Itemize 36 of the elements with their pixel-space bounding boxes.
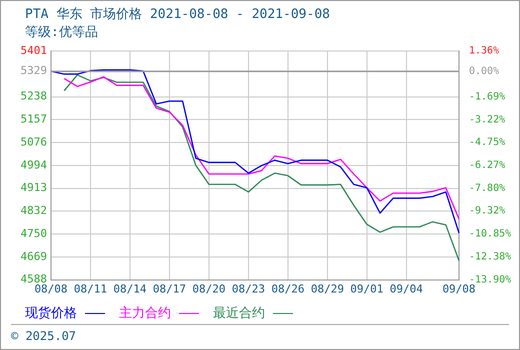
- legend-label: 主力合约: [119, 306, 171, 321]
- y-tick-label: 5076: [20, 135, 47, 148]
- x-tick-label: 08/11: [74, 282, 108, 296]
- y-tick-label: 5157: [20, 112, 47, 126]
- legend-label: 现货价格: [25, 306, 77, 321]
- x-tick-label: 09/01: [350, 282, 384, 296]
- x-tick-label: 08/23: [232, 282, 265, 296]
- y-tick-label: 5238: [20, 90, 47, 103]
- text: © 2025.07: [11, 324, 509, 343]
- y-tick-label: 5401: [20, 44, 47, 57]
- x-tick-label: 08/08: [34, 282, 68, 296]
- y2-tick-label: -7.80%: [469, 182, 506, 194]
- y-tick-label: 4750: [20, 227, 47, 240]
- y2-tick-label: -10.85%: [469, 228, 512, 240]
- x-tick-label: 08/26: [271, 282, 304, 296]
- y2-tick-label: -1.69%: [469, 91, 506, 102]
- y2-tick-label: 1.36%: [469, 46, 500, 57]
- y-tick-label: 4832: [20, 204, 47, 217]
- legend-label: 最近合约: [213, 306, 265, 321]
- y2-tick-label: -4.75%: [469, 137, 506, 148]
- chart-title: PTA 华东 市场价格 2021-08-08 - 2021-09-08: [25, 6, 330, 23]
- x-tick-label: 08/17: [152, 282, 186, 296]
- y-tick-label: 4913: [20, 181, 47, 194]
- y2-tick-label: -3.22%: [469, 114, 506, 126]
- y2-tick-label: 0.00%: [469, 66, 500, 77]
- y-tick-label: 4669: [20, 250, 47, 263]
- x-tick-label: 09/04: [390, 282, 424, 296]
- x-tick-label: 08/20: [192, 282, 226, 296]
- x-tick-label: 08/29: [310, 282, 344, 296]
- y-tick-label: 4994: [20, 158, 48, 172]
- y2-tick-label: -12.38%: [469, 252, 512, 263]
- chart-subtitle: 等级:优等品: [25, 24, 98, 41]
- y2-tick-label: -9.32%: [469, 206, 506, 217]
- y2-tick-label: -6.27%: [469, 160, 506, 171]
- x-tick-label: 08/14: [113, 282, 147, 296]
- y-tick-label: 5329: [20, 64, 47, 78]
